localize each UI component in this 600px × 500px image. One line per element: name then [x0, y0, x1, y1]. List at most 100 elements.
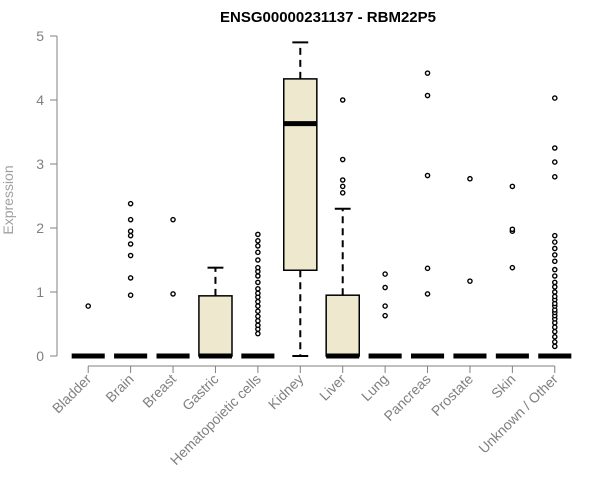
box-pancreas [410, 70, 445, 359]
box-body [198, 295, 233, 357]
outlier-point [255, 330, 261, 337]
box-unknown-other [538, 95, 572, 359]
outlier-point [255, 243, 261, 249]
outlier-point [424, 291, 431, 297]
outlier-point [551, 273, 558, 279]
outlier-point [85, 303, 92, 309]
box-breast [156, 216, 190, 359]
x-tick-label: Liver [316, 371, 349, 404]
outlier-point [339, 189, 346, 196]
outlier-point [127, 241, 134, 247]
box-body [325, 294, 361, 357]
outlier-point [551, 339, 558, 345]
outlier-point [339, 177, 346, 183]
outlier-point [551, 145, 558, 151]
boxes-group [71, 41, 572, 359]
x-tick-label: Lung [358, 371, 391, 404]
x-tick-label: Kidney [265, 371, 307, 413]
outlier-point [509, 183, 516, 190]
outlier-point [551, 343, 558, 350]
outlier-point [127, 216, 134, 223]
outlier-point [551, 232, 558, 239]
outlier-point [255, 303, 261, 309]
outlier-point [551, 173, 558, 180]
outlier-point [255, 298, 261, 305]
outlier-point [424, 92, 431, 99]
x-tick-label: Skin [488, 371, 519, 402]
outlier-point [509, 226, 516, 233]
x-tick-label: Pancreas [381, 371, 434, 424]
y-axis-label: Expression [0, 165, 16, 234]
outlier-point [551, 293, 558, 300]
outlier-point [424, 172, 431, 179]
outlier-point [339, 183, 346, 190]
outlier-point [551, 333, 558, 340]
box-skin [495, 183, 529, 359]
outlier-point [255, 249, 261, 256]
outlier-point [424, 265, 431, 272]
x-tick-label: Bladder [49, 371, 95, 417]
y-tick-label: 2 [36, 220, 44, 236]
outlier-point [255, 237, 261, 244]
y-tick-label: 0 [36, 348, 44, 364]
outlier-point [255, 231, 261, 238]
outlier-point [551, 258, 558, 265]
outlier-point [551, 328, 558, 335]
outlier-point [170, 291, 176, 297]
x-tick-label: Unknown / Other [475, 371, 561, 457]
box-gastric [198, 266, 233, 359]
box-kidney [282, 41, 318, 357]
y-tick-label: 1 [36, 284, 44, 300]
y-tick-label: 4 [36, 92, 44, 108]
outlier-point [127, 232, 134, 239]
x-tick-label: Brain [102, 371, 136, 405]
box-lung [368, 271, 402, 359]
outlier-point [127, 252, 134, 259]
outlier-point [382, 303, 388, 309]
outlier-point [551, 95, 558, 101]
outlier-point [127, 228, 134, 234]
outlier-point [509, 264, 516, 271]
x-tick-label: Breast [139, 371, 179, 411]
outlier-point [127, 292, 134, 299]
outlier-point [551, 266, 558, 273]
outlier-point [339, 156, 346, 163]
outlier-point [424, 70, 431, 76]
box-hematopoietic-cells [241, 231, 275, 359]
y-axis: 0 1 2 3 4 5 [36, 28, 58, 364]
outlier-point [551, 289, 558, 295]
box-bladder [71, 303, 105, 359]
outlier-point [551, 245, 558, 252]
outlier-point [255, 317, 261, 324]
outlier-point [551, 284, 558, 290]
outlier-point [255, 273, 261, 279]
outlier-point [255, 308, 261, 315]
outlier-point [127, 275, 134, 281]
box-liver [325, 97, 361, 359]
outlier-point [551, 252, 558, 258]
y-tick-label: 5 [36, 28, 44, 44]
outlier-point [255, 257, 261, 263]
outlier-point [255, 313, 261, 320]
box-body [282, 78, 318, 271]
outlier-point [127, 200, 134, 207]
outlier-point [551, 159, 558, 165]
outlier-point [339, 97, 346, 103]
outlier-point [255, 285, 261, 292]
y-tick-label: 3 [36, 156, 44, 172]
outlier-point [467, 278, 473, 284]
outlier-point [255, 322, 261, 329]
outlier-point [255, 290, 261, 297]
outlier-point [382, 284, 388, 291]
x-tick-label: Prostate [428, 371, 476, 419]
outlier-point [255, 279, 261, 286]
outlier-point [551, 324, 558, 331]
chart-title: ENSG00000231137 - RBM22P5 [220, 9, 436, 26]
outlier-point [255, 264, 261, 271]
outlier-point [551, 279, 558, 286]
box-brain [114, 200, 148, 359]
outlier-point [382, 312, 388, 319]
box-prostate [453, 175, 487, 359]
